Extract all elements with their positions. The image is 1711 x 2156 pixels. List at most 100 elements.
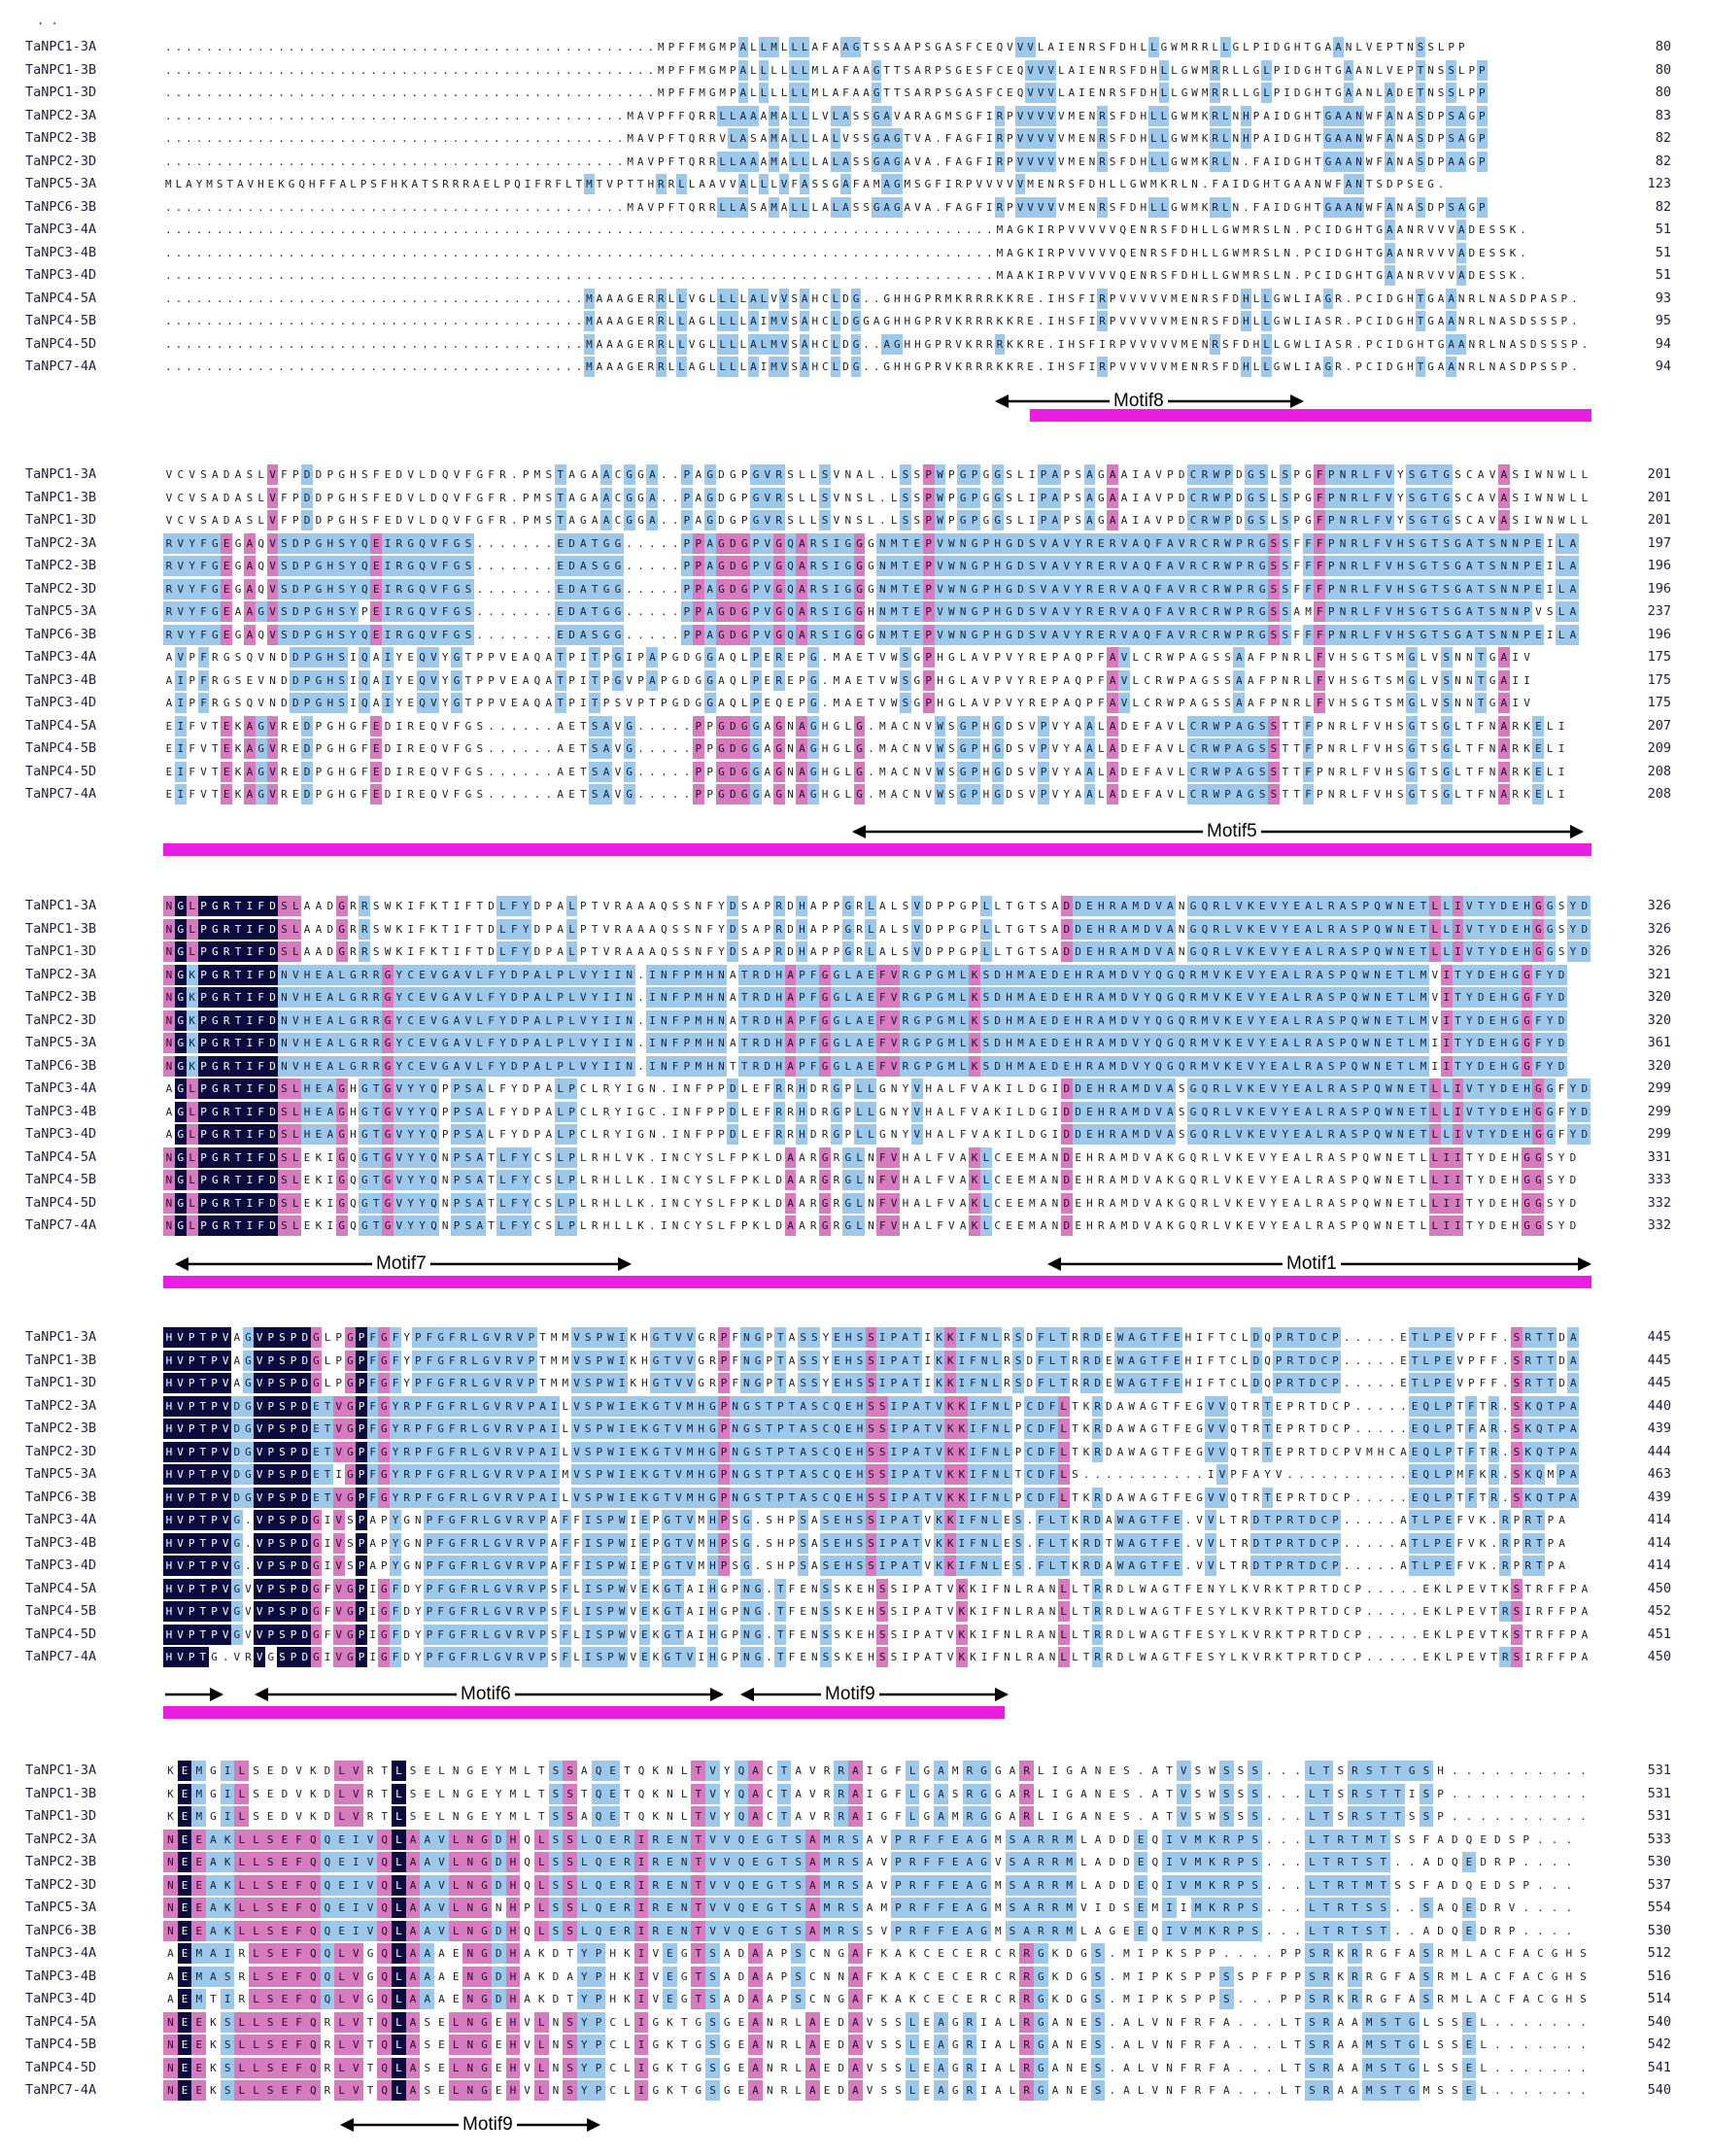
sequence-row: ........................................… (163, 220, 1591, 240)
residue-end-position: 95 (1655, 313, 1671, 328)
sequence-label: TaNPC4-5A (25, 1580, 97, 1596)
sequence-label: TaNPC1-3B (25, 61, 97, 78)
residue-end-position: 512 (1647, 1945, 1671, 1961)
residue-end-position: 414 (1647, 1534, 1671, 1551)
sequence-row: ........................................… (163, 151, 1591, 172)
sequence-label: TaNPC1-3B (25, 489, 97, 505)
sequence-row: ........................................… (163, 242, 1591, 263)
sequence-label: TaNPC4-5B (25, 1603, 97, 1619)
sequence-label: TaNPC2-3A (25, 1397, 97, 1414)
sequence-label: TaNPC6-3B (25, 1057, 97, 1074)
sequence-label: TaNPC1-3B (25, 1785, 97, 1801)
motif-arrow-short (163, 1684, 223, 1705)
sequence-label: TaNPC3-4A (25, 222, 97, 237)
residue-end-position: 201 (1647, 489, 1671, 505)
sequence-label: TaNPC5-3A (25, 603, 97, 619)
residue-end-position: 326 (1647, 943, 1671, 959)
residue-end-position: 175 (1647, 695, 1671, 710)
residue-end-position: 94 (1655, 359, 1671, 374)
residue-end-position: 209 (1647, 740, 1671, 756)
residue-end-position: 514 (1647, 1991, 1671, 2006)
residue-end-position: 554 (1647, 1899, 1671, 1915)
residue-end-position: 175 (1647, 671, 1671, 688)
residue-end-position: 197 (1647, 534, 1671, 551)
residue-end-position: 332 (1647, 1217, 1671, 1233)
sequence-label: TaNPC4-5A (25, 1148, 97, 1165)
residue-end-position: 530 (1647, 1854, 1671, 1869)
motif-label: Motif7 (372, 1253, 430, 1275)
sequence-label: TaNPC3-4B (25, 1968, 97, 1984)
sequence-label: TaNPC2-3B (25, 1854, 97, 1869)
motif-label: Motif6 (457, 1684, 515, 1705)
sequence-label: TaNPC2-3A (25, 1831, 97, 1847)
residue-end-position: 201 (1647, 512, 1671, 528)
sequence-row: ........................................… (163, 357, 1591, 377)
sequence-label: TaNPC1-3B (25, 920, 97, 937)
sequence-label: TaNPC3-4B (25, 1534, 97, 1551)
sequence-label: TaNPC1-3A (25, 39, 97, 54)
motif-arrow: Motif8 (995, 391, 1304, 412)
sequence-label: TaNPC2-3A (25, 107, 97, 123)
residue-end-position: 531 (1647, 1808, 1671, 1824)
conserved-domain-bar (163, 1276, 1591, 1288)
conserved-domain-bar (163, 1706, 1005, 1719)
residue-end-position: 326 (1647, 898, 1671, 913)
motif-label: Motif9 (821, 1684, 879, 1705)
conserved-domain-bar (163, 843, 1591, 856)
residue-end-position: 80 (1655, 85, 1671, 100)
sequence-label: TaNPC3-4A (25, 1080, 97, 1096)
sequence-label: TaNPC3-4B (25, 1103, 97, 1119)
sequence-label: TaNPC1-3A (25, 898, 97, 913)
residue-end-position: 361 (1647, 1035, 1671, 1050)
residue-end-position: 533 (1647, 1831, 1671, 1847)
residue-end-position: 237 (1647, 603, 1671, 619)
residue-end-position: 123 (1647, 176, 1671, 191)
residue-end-position: 207 (1647, 717, 1671, 734)
sequence-label: TaNPC5-3A (25, 1899, 97, 1915)
sequence-label: TaNPC6-3B (25, 1489, 97, 1505)
sequence-row: ........................................… (163, 288, 1591, 309)
sequence-row: ........................................… (163, 333, 1591, 355)
residue-end-position: 540 (1647, 2013, 1671, 2030)
residue-end-position: 83 (1655, 107, 1671, 123)
sequence-label: TaNPC2-3D (25, 153, 97, 169)
residue-end-position: 542 (1647, 2036, 1671, 2052)
sequence-row: ........................................… (163, 59, 1591, 81)
sequence-row: ........................................… (163, 311, 1591, 331)
sequence-label: TaNPC7-4A (25, 1217, 97, 1233)
residue-end-position: 93 (1655, 290, 1671, 306)
sequence-row: ........................................… (163, 105, 1591, 126)
sequence-row: ........................................… (163, 196, 1591, 218)
sequence-label: TaNPC1-3D (25, 512, 97, 528)
sequence-label: TaNPC3-4D (25, 1126, 97, 1142)
sequence-label: TaNPC7-4A (25, 2082, 97, 2098)
sequence-label: TaNPC1-3D (25, 943, 97, 959)
motif-arrow: Motif6 (255, 1684, 724, 1705)
residue-end-position: 440 (1647, 1397, 1671, 1414)
residue-end-position: 531 (1647, 1762, 1671, 1778)
